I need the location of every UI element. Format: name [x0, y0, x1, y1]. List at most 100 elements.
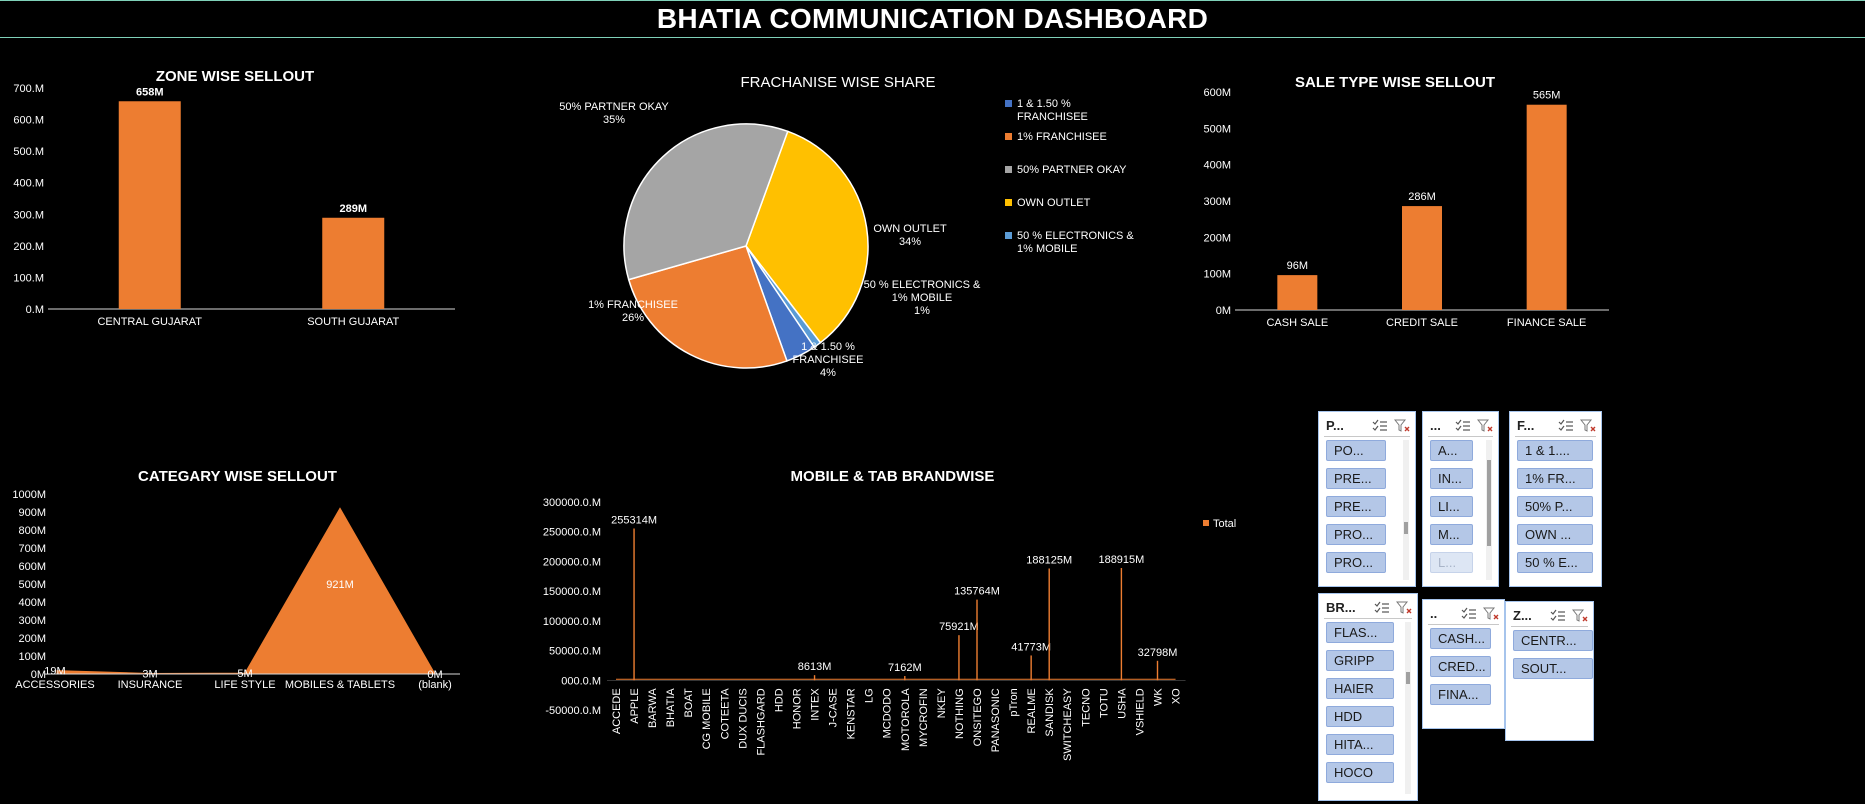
- slicer-header: Z...: [1511, 608, 1588, 627]
- data-label: 3M: [142, 668, 157, 680]
- bar: [1277, 275, 1318, 310]
- data-label: 286M: [1408, 191, 1436, 203]
- slicer-item[interactable]: M...: [1430, 524, 1473, 545]
- slicer-item[interactable]: FINA...: [1430, 684, 1491, 705]
- slice-percent-label: 26%: [622, 312, 644, 324]
- slicer-title: F...: [1517, 418, 1535, 433]
- x-tick-label: MOBILES & TABLETS: [285, 679, 395, 691]
- slicer-item[interactable]: LI...: [1430, 496, 1473, 517]
- slice-name-label: OWN OUTLET: [873, 223, 947, 235]
- slicer-title: ...: [1430, 418, 1441, 433]
- sale-type-wise-sellout-chart: SALE TYPE WISE SELLOUT 0M 100M 200M 300M 400…: [1165, 62, 1625, 402]
- x-tick-label: NOTHING: [954, 688, 966, 739]
- slicer-s6: Z... CENTR... SOUT...: [1505, 601, 1594, 741]
- slice-percent-label: 4%: [820, 367, 836, 379]
- slicer-item[interactable]: 50 % E...: [1517, 552, 1593, 573]
- y-tick-label: 100000.0.M: [543, 616, 601, 628]
- slicer-title: P...: [1326, 418, 1344, 433]
- multi-select-icon[interactable]: [1455, 419, 1471, 433]
- slicer-item[interactable]: FLAS...: [1326, 622, 1394, 643]
- y-tick-label: 700M: [18, 543, 46, 555]
- zone-wise-sellout-chart: ZONE WISE SELLOUT 0.M 100.M 200.M 300.M 400.…: [0, 62, 470, 342]
- x-tick-label: TOTU: [1098, 688, 1110, 718]
- slicer-item[interactable]: CENTR...: [1513, 630, 1593, 651]
- slicer-item[interactable]: HDD: [1326, 706, 1394, 727]
- dashboard-title-bar: BHATIA COMMUNICATION DASHBOARD: [0, 0, 1865, 38]
- category-wise-sellout-chart: CATEGARY WISE SELLOUT 0M 100M 200M 300M 400M…: [0, 462, 475, 712]
- slicer-header: BR...: [1324, 600, 1412, 619]
- data-label: 188125M: [1026, 554, 1072, 566]
- slicer-item[interactable]: A...: [1430, 440, 1473, 461]
- slicer-header: F...: [1515, 418, 1596, 437]
- slicer-item[interactable]: PRE...: [1326, 496, 1386, 517]
- slicer-item[interactable]: HAIER: [1326, 678, 1394, 699]
- slicer-scrollbar[interactable]: [1403, 440, 1409, 580]
- x-tick-label: HONOR: [792, 688, 804, 729]
- slicer-item[interactable]: HOCO: [1326, 762, 1394, 783]
- slicer-item[interactable]: CASH...: [1430, 628, 1491, 649]
- slicer-item[interactable]: SOUT...: [1513, 658, 1593, 679]
- y-tick-label: 700.M: [13, 83, 44, 95]
- data-label: 96M: [1287, 260, 1308, 272]
- x-tick-label: FINANCE SALE: [1507, 317, 1586, 329]
- x-tick-label: TECNO: [1080, 688, 1092, 727]
- slicer-item[interactable]: OWN ...: [1517, 524, 1593, 545]
- slicer-item[interactable]: 1% FR...: [1517, 468, 1593, 489]
- slicer-item[interactable]: PO...: [1326, 440, 1386, 461]
- slicer-s4: BR... FLAS... GRIPP HAIER HDD HITA... HOCO: [1318, 593, 1418, 801]
- slicer-scrollbar[interactable]: [1405, 622, 1411, 794]
- x-tick-label: XO: [1171, 688, 1183, 704]
- clear-filter-icon[interactable]: [1477, 419, 1493, 433]
- chart-title: ZONE WISE SELLOUT: [155, 68, 315, 85]
- x-tick-label: HDD: [773, 688, 785, 712]
- chart-title: CATEGARY WISE SELLOUT: [138, 468, 337, 485]
- multi-select-icon[interactable]: [1550, 609, 1566, 623]
- x-tick-label: SANDISK: [1044, 688, 1056, 737]
- y-tick-label: 0M: [1216, 305, 1231, 317]
- multi-select-icon[interactable]: [1372, 419, 1388, 433]
- slicer-item[interactable]: PRO...: [1326, 524, 1386, 545]
- multi-select-icon[interactable]: [1374, 601, 1390, 615]
- clear-filter-icon[interactable]: [1483, 607, 1499, 621]
- scrollbar-thumb[interactable]: [1404, 522, 1408, 534]
- chart-title: MOBILE & TAB BRANDWISE: [790, 468, 995, 485]
- slicer-item[interactable]: CRED...: [1430, 656, 1491, 677]
- y-tick-label: 500M: [18, 579, 46, 591]
- clear-filter-icon[interactable]: [1394, 419, 1410, 433]
- y-tick-label: 0.M: [26, 304, 44, 316]
- scrollbar-thumb[interactable]: [1487, 460, 1491, 546]
- slicer-item[interactable]: L...: [1430, 552, 1473, 573]
- x-tick-label: FLASHGARD: [755, 688, 767, 755]
- slicer-item[interactable]: 1 & 1....: [1517, 440, 1593, 461]
- y-tick-label: 50000.0.M: [549, 646, 601, 658]
- clear-filter-icon[interactable]: [1396, 601, 1412, 615]
- multi-select-icon[interactable]: [1558, 419, 1574, 433]
- x-tick-label: INTEX: [810, 688, 822, 721]
- slicer-item[interactable]: PRO...: [1326, 552, 1386, 573]
- slicer-title: ..: [1430, 606, 1438, 621]
- legend-label: 50% PARTNER OKAY: [1017, 164, 1127, 176]
- legend-label: FRANCHISEE: [1017, 111, 1088, 123]
- multi-select-icon[interactable]: [1461, 607, 1477, 621]
- bar: [1402, 206, 1442, 310]
- y-tick-label: 800M: [18, 525, 46, 537]
- slice-name-label: 1 & 1.50 %: [801, 341, 855, 353]
- slicer-item[interactable]: GRIPP: [1326, 650, 1394, 671]
- area-series: [56, 507, 436, 675]
- x-tick-label: NKEY: [936, 688, 948, 719]
- scrollbar-thumb[interactable]: [1406, 672, 1410, 684]
- data-label: 32798M: [1138, 647, 1178, 659]
- slicer-scrollbar[interactable]: [1486, 440, 1492, 580]
- clear-filter-icon[interactable]: [1580, 419, 1596, 433]
- slice-name-label: 1% MOBILE: [892, 292, 953, 304]
- x-tick-label: BHATIA: [665, 688, 677, 728]
- x-tick-label: pTron: [1008, 688, 1020, 716]
- y-tick-label: 1000M: [12, 489, 46, 501]
- slicer-item[interactable]: IN...: [1430, 468, 1473, 489]
- slice-name-label: 50% PARTNER OKAY: [559, 101, 669, 113]
- slicer-item[interactable]: HITA...: [1326, 734, 1394, 755]
- slicer-item[interactable]: PRE...: [1326, 468, 1386, 489]
- clear-filter-icon[interactable]: [1572, 609, 1588, 623]
- slicer-item[interactable]: 50% P...: [1517, 496, 1593, 517]
- slicer-s1: P... PO... PRE... PRE... PRO... PRO...: [1318, 411, 1416, 587]
